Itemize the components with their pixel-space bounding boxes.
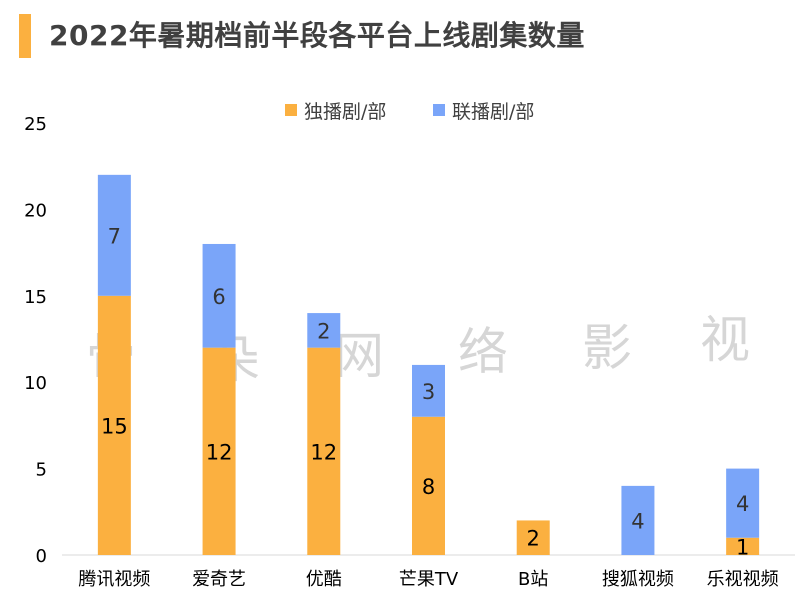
bar-segment bbox=[621, 485, 655, 555]
watermark-char: 网 bbox=[334, 327, 384, 385]
data-label: 8 bbox=[422, 475, 435, 499]
bar-segment bbox=[412, 416, 445, 555]
data-label: 3 bbox=[422, 380, 435, 404]
legend-swatch bbox=[285, 104, 297, 116]
data-label: 2 bbox=[527, 527, 540, 551]
bar-segment bbox=[307, 313, 341, 348]
y-tick-label: 15 bbox=[24, 287, 47, 308]
y-tick-label: 5 bbox=[36, 460, 47, 481]
legend-label: 独播剧/部 bbox=[304, 101, 386, 123]
data-label: 12 bbox=[206, 440, 233, 464]
x-tick-label: 搜狐视频 bbox=[602, 569, 674, 590]
bar-segment bbox=[726, 468, 760, 538]
bar-segment bbox=[202, 347, 236, 555]
data-label: 1 bbox=[736, 535, 749, 559]
chart-title: 2022年暑期档前半段各平台上线剧集数量 bbox=[49, 19, 585, 52]
data-label: 7 bbox=[108, 224, 121, 248]
bar-segment bbox=[97, 295, 131, 555]
x-tick-label: 腾讯视频 bbox=[78, 569, 150, 590]
bar-segment bbox=[307, 347, 341, 555]
y-tick-label: 20 bbox=[24, 200, 47, 221]
bar-segment bbox=[97, 174, 131, 296]
bar-segment bbox=[202, 243, 236, 348]
x-tick-label: 爱奇艺 bbox=[192, 569, 246, 590]
bar-segment bbox=[726, 537, 760, 555]
bar-segment bbox=[516, 520, 550, 555]
y-tick-label: 10 bbox=[24, 373, 47, 394]
title-accent-bar bbox=[19, 14, 31, 58]
data-label: 2 bbox=[317, 319, 330, 343]
watermark-char: 影 bbox=[582, 319, 632, 377]
bar-segment bbox=[412, 364, 445, 417]
y-tick-label: 25 bbox=[24, 114, 47, 135]
data-label: 12 bbox=[310, 440, 337, 464]
data-label: 6 bbox=[212, 285, 225, 309]
x-tick-label: 芒果TV bbox=[399, 569, 459, 590]
x-tick-label: B站 bbox=[518, 569, 548, 590]
watermark-char: 络 bbox=[458, 323, 508, 381]
data-label: 15 bbox=[101, 414, 128, 438]
x-tick-label: 优酷 bbox=[306, 569, 342, 590]
x-tick-label: 乐视视频 bbox=[707, 569, 779, 590]
legend-label: 联播剧/部 bbox=[452, 101, 534, 123]
legend-swatch bbox=[433, 104, 445, 116]
data-label: 4 bbox=[736, 492, 749, 516]
watermark: 骨 朵 网 络 影 视 bbox=[86, 298, 776, 389]
data-label: 4 bbox=[631, 509, 644, 533]
watermark-char: 视 bbox=[700, 311, 750, 369]
y-tick-label: 0 bbox=[36, 546, 47, 567]
